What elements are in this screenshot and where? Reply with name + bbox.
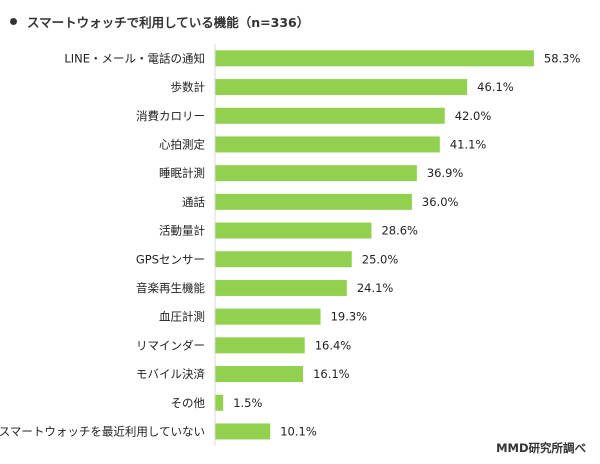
bar xyxy=(215,222,372,239)
category-label: 心拍測定 xyxy=(159,137,205,151)
bar xyxy=(215,308,321,325)
bar xyxy=(215,193,412,210)
category-label: 通話 xyxy=(182,195,205,209)
category-label: 歩数計 xyxy=(171,80,206,94)
value-label: 24.1% xyxy=(357,281,394,295)
category-label: リマインダー xyxy=(136,338,205,352)
bar xyxy=(215,165,417,182)
value-label: 41.1% xyxy=(450,137,487,151)
value-label: 19.3% xyxy=(331,310,368,324)
category-label: GPSセンサー xyxy=(136,252,205,266)
bar xyxy=(215,251,352,268)
bar xyxy=(215,423,271,440)
value-label: 46.1% xyxy=(477,80,514,94)
category-label: 睡眠計測 xyxy=(159,166,205,180)
bar xyxy=(215,50,534,67)
value-label: 58.3% xyxy=(544,51,581,65)
category-label: 音楽再生機能 xyxy=(136,281,205,295)
source-note: MMD研究所調べ xyxy=(496,441,586,455)
value-label: 10.1% xyxy=(280,424,317,438)
chart-title: スマートウォッチで利用している機能（n=336） xyxy=(10,12,309,31)
category-label: 消費カロリー xyxy=(136,109,205,123)
bar xyxy=(215,279,347,296)
category-label: その他 xyxy=(171,396,206,410)
category-label: 血圧計測 xyxy=(159,310,205,324)
bar xyxy=(215,337,305,354)
value-label: 1.5% xyxy=(233,396,262,410)
value-label: 28.6% xyxy=(381,224,418,238)
value-label: 25.0% xyxy=(362,252,399,266)
bar xyxy=(215,79,468,96)
value-label: 36.9% xyxy=(427,166,464,180)
value-label: 16.1% xyxy=(313,367,350,381)
value-label: 16.4% xyxy=(315,338,352,352)
bar xyxy=(215,107,445,124)
value-label: 36.0% xyxy=(422,195,459,209)
value-label: 42.0% xyxy=(455,109,492,123)
category-label: LINE・メール・電話の通知 xyxy=(64,51,205,65)
category-label: スマートウォッチを最近利用していない xyxy=(0,424,205,438)
bar xyxy=(215,366,304,383)
bullet-icon xyxy=(10,18,17,25)
bar xyxy=(215,394,224,411)
category-label: 活動量計 xyxy=(159,224,205,238)
chart-title-text: スマートウォッチで利用している機能（n=336） xyxy=(27,15,310,30)
category-label: モバイル決済 xyxy=(136,367,205,381)
bar xyxy=(215,136,440,153)
